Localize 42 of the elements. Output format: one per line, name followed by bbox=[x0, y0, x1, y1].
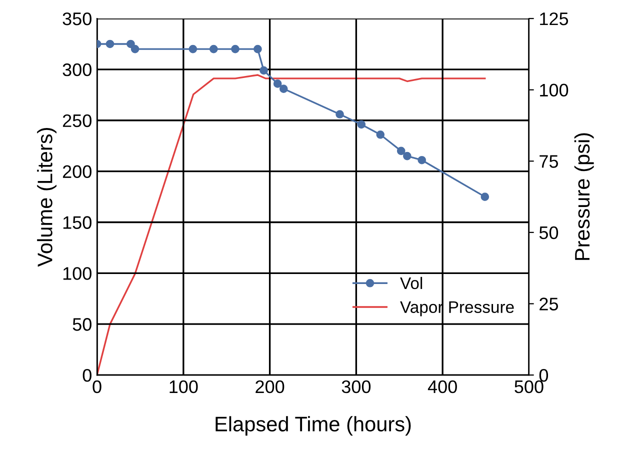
y-tick-label: 300 bbox=[62, 63, 92, 76]
point bbox=[336, 110, 344, 118]
point bbox=[254, 44, 262, 54]
point bbox=[480, 192, 490, 201]
x-axis-title: Elapsed Time (hours) bbox=[216, 416, 411, 436]
point bbox=[231, 44, 240, 54]
y2-tick-label: 75 bbox=[540, 155, 558, 168]
point bbox=[130, 44, 140, 54]
x-tick-label: 100 bbox=[170, 380, 198, 394]
y2-tick-label: 25 bbox=[540, 298, 558, 310]
x-tick-label: 400 bbox=[428, 380, 457, 394]
y-tick-label: 150 bbox=[63, 216, 92, 229]
point bbox=[260, 66, 268, 75]
point bbox=[418, 156, 426, 164]
y-tick-label: 350 bbox=[62, 12, 92, 26]
y-axis-title: Volume (Liters) bbox=[37, 128, 56, 267]
x-tick-label: 200 bbox=[256, 380, 284, 394]
y2-tick-label: 100 bbox=[540, 84, 568, 97]
y-tick-label: 0 bbox=[82, 368, 92, 382]
point bbox=[273, 80, 282, 88]
y2-tick-label: 125 bbox=[540, 12, 568, 26]
legend-label: Vapor Pressure bbox=[400, 301, 514, 316]
point bbox=[209, 44, 218, 54]
point bbox=[126, 40, 135, 48]
y-tick-label: 100 bbox=[63, 267, 92, 280]
x-tick-label: 500 bbox=[514, 380, 544, 394]
y2-tick-label: 50 bbox=[539, 226, 558, 240]
point bbox=[188, 44, 198, 54]
x-tick-label: 300 bbox=[342, 380, 371, 394]
y-tick-label: 250 bbox=[62, 114, 92, 128]
point bbox=[396, 146, 406, 156]
y2-tick-label: 0 bbox=[539, 368, 548, 382]
point bbox=[106, 40, 114, 48]
x-tick-label: 0 bbox=[92, 380, 102, 394]
y-tick-label: 200 bbox=[62, 165, 92, 178]
point bbox=[279, 84, 288, 93]
y-tick-label: 50 bbox=[72, 318, 92, 331]
point bbox=[376, 130, 385, 139]
point bbox=[357, 120, 366, 129]
legend-label: Vol bbox=[400, 276, 422, 290]
y2-axis-title: Pressure (psi) bbox=[574, 133, 594, 260]
point bbox=[402, 152, 412, 160]
